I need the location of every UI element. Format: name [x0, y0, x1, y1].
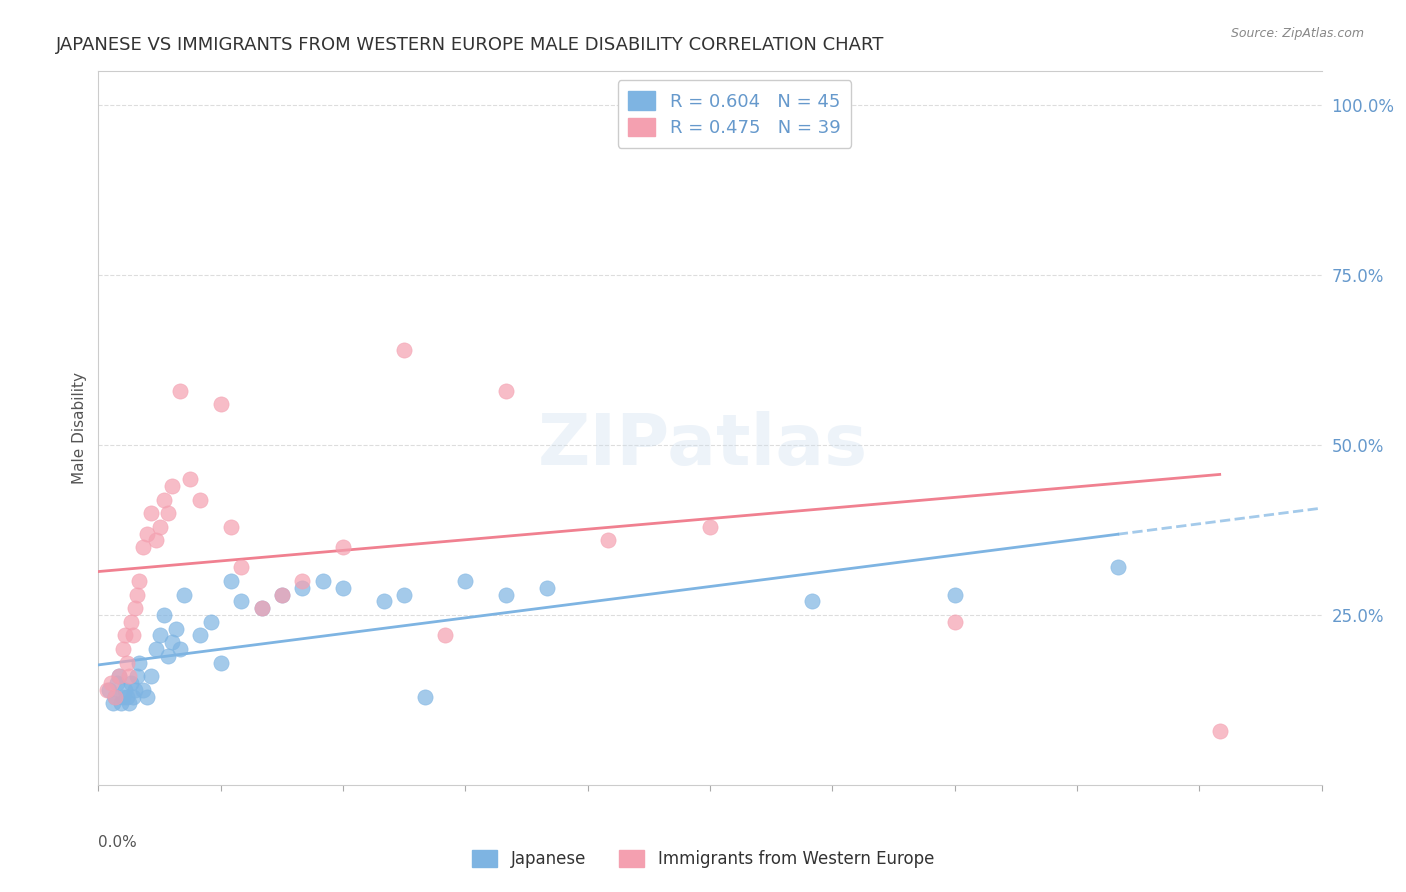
- Point: [943, 615, 966, 629]
- Point: [108, 669, 131, 683]
- Point: [114, 628, 136, 642]
- Point: [219, 519, 242, 533]
- Point: [132, 682, 155, 697]
- Point: [100, 676, 122, 690]
- Point: [120, 676, 142, 690]
- Point: [128, 656, 150, 670]
- Point: [124, 682, 146, 697]
- Point: [118, 697, 141, 711]
- Point: [231, 594, 253, 608]
- Point: [332, 581, 354, 595]
- Point: [699, 519, 721, 533]
- Point: [111, 642, 134, 657]
- Point: [120, 615, 142, 629]
- Text: ZIPatlas: ZIPatlas: [538, 411, 868, 481]
- Point: [209, 397, 232, 411]
- Point: [136, 526, 159, 541]
- Point: [392, 343, 416, 357]
- Point: [392, 588, 416, 602]
- Point: [115, 656, 138, 670]
- Point: [152, 608, 174, 623]
- Point: [128, 574, 150, 588]
- Y-axis label: Male Disability: Male Disability: [72, 372, 87, 484]
- Point: [122, 628, 145, 642]
- Point: [104, 690, 127, 704]
- Point: [114, 682, 136, 697]
- Point: [188, 628, 212, 642]
- Point: [219, 574, 242, 588]
- Point: [141, 506, 163, 520]
- Point: [108, 669, 131, 683]
- Text: JAPANESE VS IMMIGRANTS FROM WESTERN EUROPE MALE DISABILITY CORRELATION CHART: JAPANESE VS IMMIGRANTS FROM WESTERN EURO…: [56, 36, 884, 54]
- Point: [250, 601, 273, 615]
- Point: [454, 574, 477, 588]
- Point: [373, 594, 395, 608]
- Point: [156, 506, 179, 520]
- Point: [111, 690, 134, 704]
- Point: [173, 588, 195, 602]
- Point: [160, 635, 183, 649]
- Legend: R = 0.604   N = 45, R = 0.475   N = 39: R = 0.604 N = 45, R = 0.475 N = 39: [617, 80, 852, 148]
- Point: [495, 588, 517, 602]
- Point: [270, 588, 294, 602]
- Point: [801, 98, 824, 112]
- Point: [332, 540, 354, 554]
- Point: [943, 588, 966, 602]
- Point: [156, 648, 179, 663]
- Point: [101, 697, 124, 711]
- Text: 0.0%: 0.0%: [98, 835, 138, 850]
- Point: [1209, 723, 1232, 738]
- Point: [200, 615, 222, 629]
- Point: [209, 656, 232, 670]
- Point: [188, 492, 212, 507]
- Point: [96, 682, 118, 697]
- Point: [312, 574, 335, 588]
- Point: [145, 533, 167, 548]
- Point: [105, 676, 128, 690]
- Point: [127, 669, 149, 683]
- Point: [124, 601, 146, 615]
- Point: [1107, 560, 1129, 574]
- Point: [145, 642, 167, 657]
- Point: [250, 601, 273, 615]
- Point: [801, 594, 824, 608]
- Point: [169, 384, 191, 398]
- Point: [179, 472, 201, 486]
- Point: [169, 642, 191, 657]
- Point: [536, 581, 558, 595]
- Point: [160, 479, 183, 493]
- Point: [149, 628, 172, 642]
- Point: [434, 628, 457, 642]
- Text: Source: ZipAtlas.com: Source: ZipAtlas.com: [1230, 27, 1364, 40]
- Point: [413, 690, 436, 704]
- Point: [110, 697, 132, 711]
- Point: [291, 581, 314, 595]
- Point: [149, 519, 172, 533]
- Point: [104, 690, 127, 704]
- Point: [97, 682, 120, 697]
- Point: [270, 588, 294, 602]
- Point: [152, 492, 174, 507]
- Point: [118, 669, 141, 683]
- Point: [127, 588, 149, 602]
- Point: [132, 540, 155, 554]
- Point: [598, 533, 620, 548]
- Point: [115, 690, 138, 704]
- Point: [165, 622, 187, 636]
- Point: [141, 669, 163, 683]
- Point: [495, 384, 517, 398]
- Point: [122, 690, 145, 704]
- Point: [136, 690, 159, 704]
- Point: [231, 560, 253, 574]
- Point: [291, 574, 314, 588]
- Legend: Japanese, Immigrants from Western Europe: Japanese, Immigrants from Western Europe: [465, 843, 941, 875]
